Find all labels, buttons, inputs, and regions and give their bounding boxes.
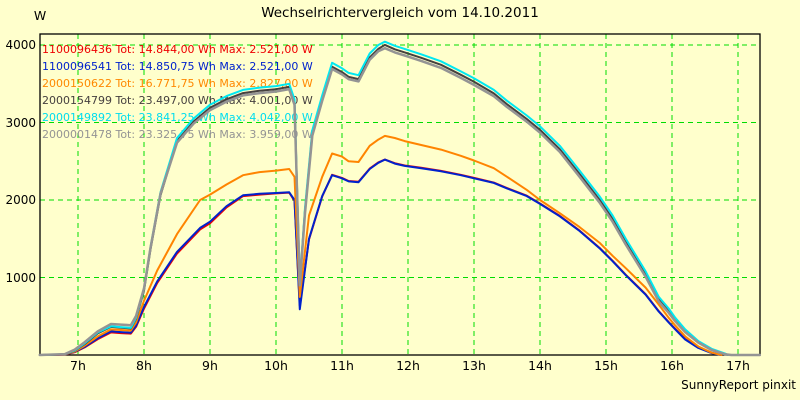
y-tick-3000: 3000 — [5, 115, 36, 130]
x-tick-15h: 15h — [594, 358, 618, 373]
legend-row-2000149892: 2000149892 Tot: 23.841,25 Wh Max: 4.042,… — [42, 111, 313, 124]
legend-row-2000150622: 2000150622 Tot: 16.771,75 Wh Max: 2.827,… — [42, 77, 313, 90]
y-tick-2000: 2000 — [5, 193, 36, 207]
x-tick-12h: 12h — [396, 358, 420, 373]
x-tick-9h: 9h — [202, 358, 218, 373]
legend-row-2000001478: 2000001478 Tot: 23.325,75 Wh Max: 3.959,… — [42, 128, 313, 141]
x-tick-11h: 11h — [330, 358, 354, 373]
legend-row-1100096436: 1100096436 Tot: 14.844,00 Wh Max: 2.521,… — [42, 43, 313, 56]
y-tick-1000: 1000 — [5, 270, 36, 285]
x-tick-8h: 8h — [136, 358, 152, 373]
x-tick-14h: 14h — [528, 358, 552, 373]
x-tick-10h: 10h — [264, 358, 288, 373]
x-tick-17h: 17h — [726, 358, 750, 373]
y-tick-4000: 4000 — [5, 38, 36, 52]
chart-legend: 1100096436 Tot: 14.844,00 Wh Max: 2.521,… — [42, 41, 313, 143]
x-tick-13h: 13h — [462, 358, 486, 373]
chart-title: Wechselrichtervergleich vom 14.10.2011 — [261, 5, 539, 21]
y-axis-unit-label: W — [33, 8, 47, 23]
legend-row-1100096541: 1100096541 Tot: 14.850,75 Wh Max: 2.521,… — [42, 60, 313, 73]
x-tick-16h: 16h — [660, 358, 684, 373]
x-tick-7h: 7h — [70, 358, 86, 373]
legend-row-2000154799: 2000154799 Tot: 23.497,00 Wh Max: 4.001,… — [42, 94, 313, 107]
footer-credit: SunnyReport pinxit — [681, 378, 796, 392]
